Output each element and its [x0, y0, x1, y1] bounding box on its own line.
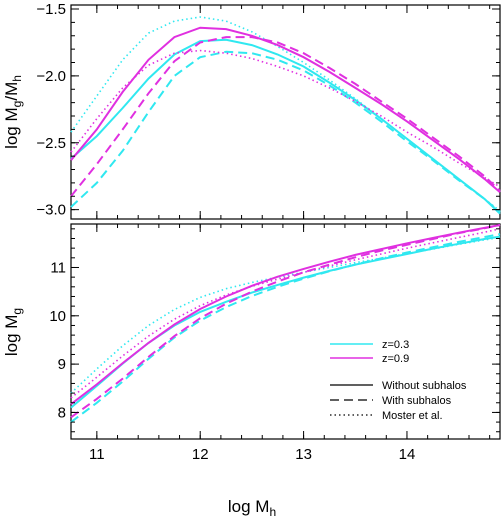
bottom-series-z09-solid	[70, 224, 501, 405]
bottom-series-z03-dotted	[70, 236, 501, 394]
top-ytick-label: −1.5	[36, 1, 66, 18]
x-tick-labels: 11 12 13 14	[89, 446, 415, 463]
x-tick-label: 11	[89, 446, 105, 463]
bottom-y-axis-label: log Mg	[2, 308, 24, 356]
bottom-ytick-label: 8	[58, 404, 66, 421]
top-series-z03-solid	[70, 38, 501, 215]
panel-gas-fraction: −3.0 −2.5 −2.0 −1.5	[36, 1, 501, 220]
x-tick-label: 12	[192, 446, 209, 463]
top-ytick-labels: −3.0 −2.5 −2.0 −1.5	[36, 1, 66, 219]
bottom-ytick-labels: 8 9 10 11	[49, 259, 66, 421]
x-tick-label: 14	[399, 446, 416, 463]
bottom-ticks	[71, 224, 500, 439]
top-series-z03-dotted	[70, 16, 501, 212]
top-y-axis-label: log Mg/Mh	[2, 75, 24, 149]
top-series-z09-solid	[70, 26, 501, 194]
top-series-z09-dotted	[70, 49, 501, 188]
top-ytick-label: −2.5	[36, 135, 66, 152]
panel-gas-mass: 8 9 10 11 11 12 13 14	[49, 223, 501, 463]
bottom-series-z09-dashed	[70, 224, 501, 419]
x-axis-label: log Mh	[228, 497, 276, 517]
legend-label-z09: z=0.9	[382, 353, 409, 365]
top-series-z03-dashed	[70, 50, 501, 214]
top-curves	[70, 16, 501, 215]
bottom-series-z03-dashed	[70, 233, 501, 423]
bottom-series-z09-dotted	[70, 228, 501, 399]
top-series-z09-dashed	[70, 36, 501, 197]
bottom-ytick-label: 10	[49, 308, 66, 325]
legend-label-z03: z=0.3	[382, 339, 409, 351]
bottom-curves	[70, 224, 501, 423]
top-ytick-label: −2.0	[36, 68, 66, 85]
legend: z=0.3 z=0.9 Without subhalos With subhal…	[330, 339, 467, 422]
bottom-ytick-label: 11	[50, 259, 66, 276]
bottom-ytick-label: 9	[58, 356, 66, 373]
legend-label-with-subhalos: With subhalos	[382, 395, 452, 407]
x-tick-label: 13	[295, 446, 312, 463]
legend-label-moster: Moster et al.	[382, 410, 443, 422]
panel-top-frame	[70, 4, 501, 220]
legend-label-without-subhalos: Without subhalos	[382, 380, 467, 392]
top-ticks	[71, 5, 500, 219]
panel-bottom-frame	[70, 223, 501, 440]
top-ytick-label: −3.0	[36, 202, 66, 219]
